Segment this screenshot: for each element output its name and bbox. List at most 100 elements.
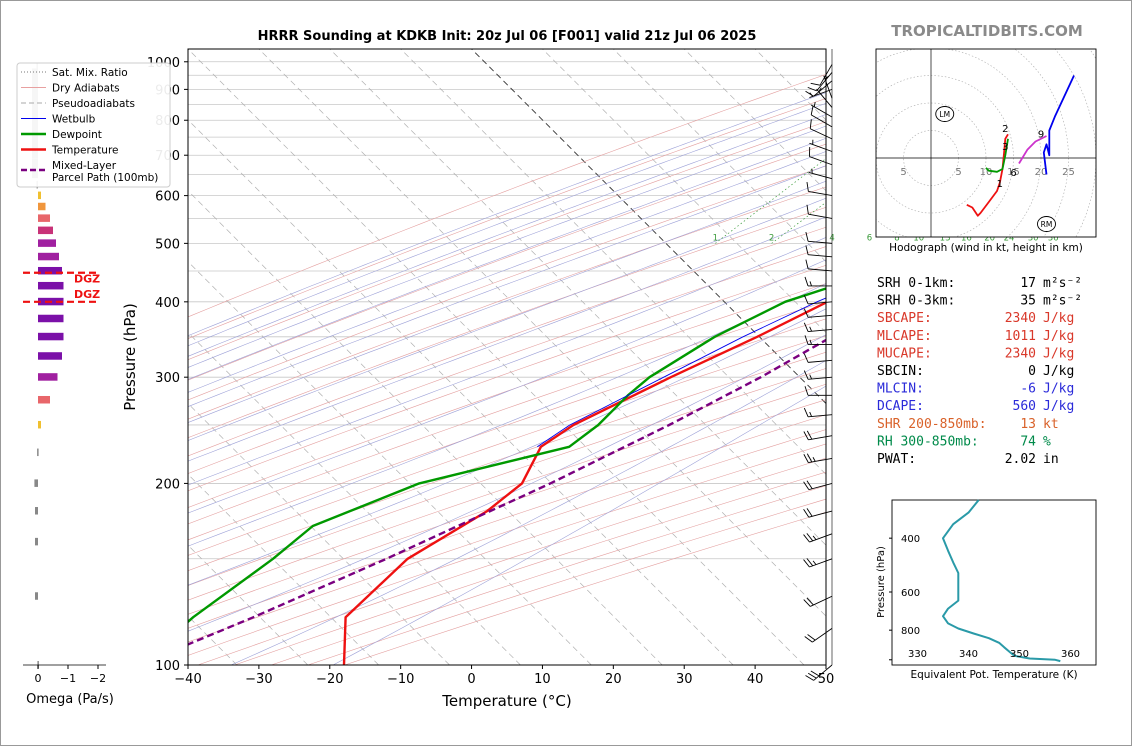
hodograph-trace <box>985 138 1009 173</box>
mixing-ratio-label: 13 <box>940 233 951 243</box>
thetae-y-tick-label: 800 <box>901 626 920 637</box>
mixing-ratio-label: 1 <box>713 233 718 243</box>
dry-adiabat <box>188 414 826 629</box>
thetae-x-tick-label: 360 <box>1061 649 1080 660</box>
storm-motion-marker: LM <box>935 106 955 122</box>
hodograph-ring-label: 5 <box>900 167 906 178</box>
x-tick-label: 30 <box>676 672 693 687</box>
wind-barb <box>803 453 833 464</box>
index-value: 560 <box>1013 399 1036 414</box>
skewt-plot-area <box>188 49 826 665</box>
moist-adiabat <box>188 308 826 586</box>
wind-barb <box>804 628 833 643</box>
mixing-ratio-label: 24 <box>1004 233 1015 243</box>
index-row: SRH 0-3km: 35 m²s⁻² <box>877 294 1082 309</box>
isotherm <box>542 49 826 334</box>
y-tick-label: 200 <box>155 477 180 492</box>
index-value: 0 <box>1028 364 1036 379</box>
index-row: SRH 0-1km: 17 m²s⁻² <box>877 276 1082 291</box>
isotherm <box>471 49 826 405</box>
index-value: 2340 <box>1005 311 1036 326</box>
mixing-ratio-label: 6 <box>867 233 872 243</box>
moist-adiabat <box>188 216 826 462</box>
wind-barb <box>803 558 833 568</box>
index-value: -6 <box>1020 382 1036 397</box>
index-row: PWAT: 2.02 in <box>877 452 1059 467</box>
isotherm <box>188 119 734 665</box>
wind-barb <box>803 370 833 380</box>
index-unit: J/kg <box>1043 311 1074 326</box>
wind-barb <box>803 533 833 543</box>
omega-bar <box>38 395 50 404</box>
omega-axis-label: Omega (Pa/s) <box>26 692 114 707</box>
index-unit: m²s⁻² <box>1043 276 1082 291</box>
dry-adiabat <box>188 246 826 474</box>
mixing-ratio-label: 20 <box>984 233 995 243</box>
x-tick-label: −40 <box>174 672 201 687</box>
index-unit: kt <box>1043 417 1059 432</box>
index-value: 13 <box>1020 417 1036 432</box>
dry-adiabat <box>188 121 826 361</box>
wind-barb <box>803 480 833 491</box>
moist-adiabat <box>230 360 826 665</box>
dry-adiabat <box>188 383 826 601</box>
hodograph-ring-label: 25 <box>1062 167 1075 178</box>
hodograph-height-label: 6 <box>1010 168 1016 179</box>
profile-temperature <box>342 301 826 665</box>
index-label: SRH 0-1km: <box>877 276 955 291</box>
brand-watermark: TROPICALTIDBITS.COM <box>891 22 1083 40</box>
omega-bar <box>35 537 38 546</box>
omega-bar <box>35 592 38 600</box>
moist-adiabat <box>188 180 826 423</box>
omega-bar <box>38 252 59 261</box>
omega-tick-label: −1 <box>60 672 76 685</box>
moist-adiabat <box>188 102 826 347</box>
y-tick-label: 100 <box>155 659 180 674</box>
isotherm <box>188 402 450 665</box>
isotherm <box>613 49 826 263</box>
omega-bar <box>38 191 41 200</box>
wind-barb <box>804 386 832 396</box>
hodograph-ring-label: 20 <box>1035 167 1048 178</box>
dry-adiabat <box>188 283 826 508</box>
isotherm <box>188 544 309 665</box>
wind-barb <box>803 295 833 305</box>
x-tick-label: −20 <box>316 672 343 687</box>
index-row: SBCAPE: 2340 J/kg <box>877 311 1074 326</box>
mixing-ratio-label: 10 <box>913 233 924 243</box>
dry-adiabat <box>188 143 826 381</box>
hodograph-frame <box>875 48 1097 238</box>
wind-barb <box>803 353 833 363</box>
index-unit: J/kg <box>1043 399 1074 414</box>
wind-barb <box>805 231 833 244</box>
omega-bar <box>35 507 38 515</box>
mixing-ratio-line <box>715 158 826 244</box>
index-value: 2.02 <box>1005 452 1036 467</box>
hodograph-height-label: 1 <box>997 179 1003 190</box>
profile-parcel <box>188 338 826 646</box>
moist-adiabat <box>188 92 826 337</box>
hodograph-ring-label: 5 <box>955 167 961 178</box>
index-row: RH 300-850mb: 74% <box>877 434 1051 449</box>
thetae-x-tick-label: 350 <box>1010 649 1029 660</box>
index-unit: m²s⁻² <box>1043 294 1082 309</box>
mixing-ratio-label: 30 <box>1028 233 1039 243</box>
legend-entry: Dry Adiabats <box>21 83 120 95</box>
omega-bar <box>38 332 64 341</box>
moist-adiabat <box>188 165 826 407</box>
wind-barb <box>804 335 832 345</box>
index-unit: J/kg <box>1043 329 1074 344</box>
moist-adiabat <box>188 259 826 514</box>
x-axis-label: Temperature (°C) <box>441 692 571 710</box>
dry-adiabat <box>188 318 826 541</box>
legend-entry: Pseudoadiabats <box>21 98 135 110</box>
index-label: MUCAPE: <box>877 346 932 361</box>
omega-bar <box>38 202 46 211</box>
hodograph-height-label: 3 <box>1002 142 1008 153</box>
x-tick-label: 0 <box>467 672 475 687</box>
moist-adiabat <box>188 137 826 380</box>
moist-adiabat <box>188 197 826 441</box>
omega-bar <box>38 314 64 323</box>
